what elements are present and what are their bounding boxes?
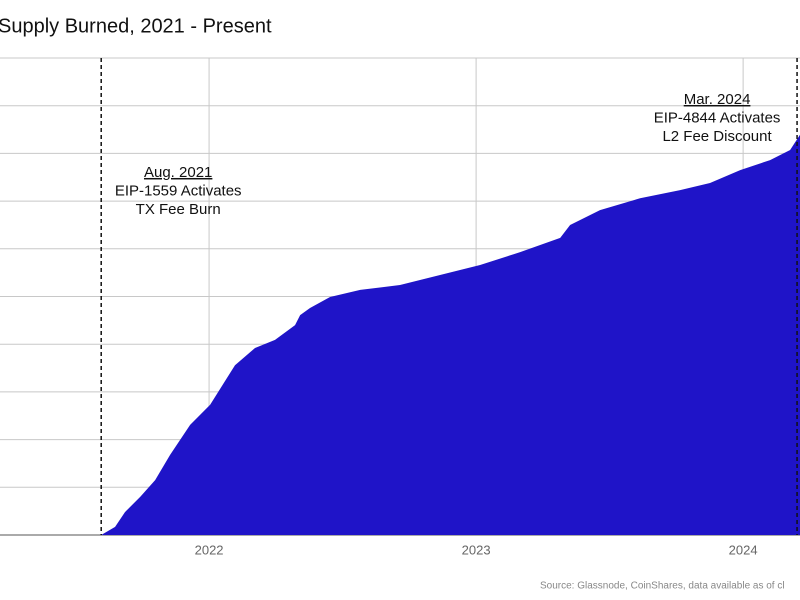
x-tick-label: 2022 [195,542,224,557]
annotation-text: EIP-4844 Activates [654,109,781,126]
annotation-text: Mar. 2024 [684,91,751,108]
annotation-text: TX Fee Burn [136,201,221,218]
area [101,134,800,535]
source-note: Source: Glassnode, CoinShares, data avai… [540,581,785,592]
chart-title: Supply Burned, 2021 - Present [0,15,272,37]
annotation-text: L2 Fee Discount [662,128,772,145]
x-tick-label: 2024 [729,542,758,557]
annotation-text: EIP-1559 Activates [115,182,242,199]
x-tick-label: 2023 [462,542,491,557]
annotation-text: Aug. 2021 [144,164,212,181]
